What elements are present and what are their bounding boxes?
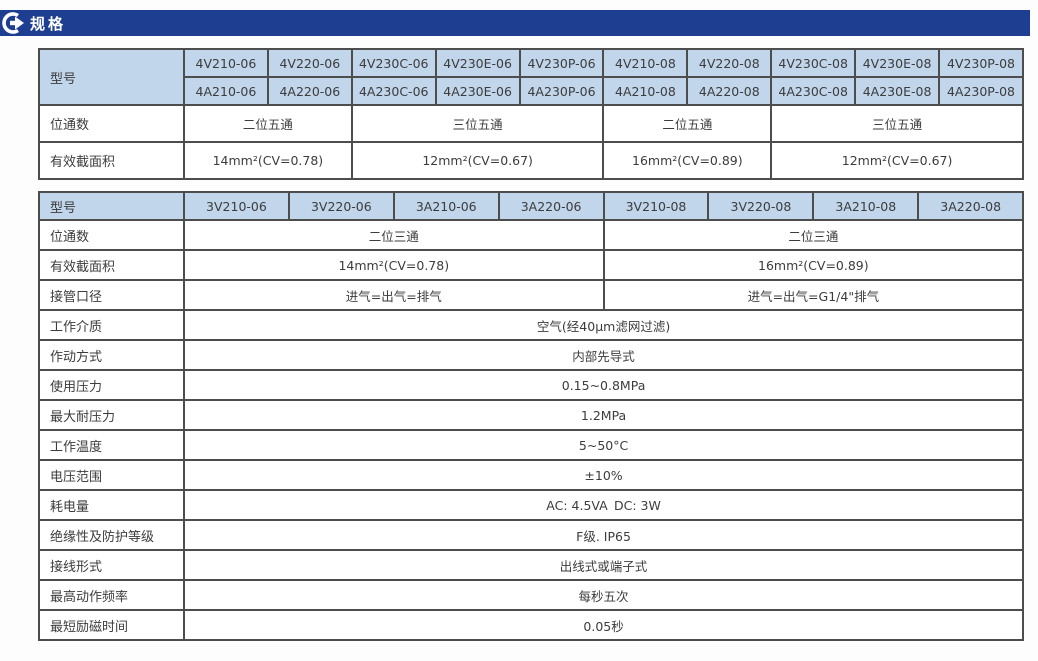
spec-value: 每秒五次 [182, 579, 1025, 611]
spec-value: 二位五通 [602, 104, 773, 143]
circle-arrow-icon [2, 12, 24, 34]
spec-value: 进气=出气=排气 [183, 279, 605, 311]
spec-value: 进气=出气=G1/4"排气 [602, 279, 1025, 311]
table-row: 接线形式 出线式或端子式 [38, 549, 1025, 581]
table-row: 型号 4V210-06 4V220-06 4V230C-06 4V230E-06… [38, 48, 1024, 106]
model-cell: 3V210-06 [183, 191, 290, 221]
model-cell: 4A230P-06 [518, 76, 605, 106]
spec-value: 1.2MPa [182, 399, 1025, 431]
spec-value: 5~50°C [182, 429, 1025, 461]
model-cell: 4A210-08 [602, 76, 689, 106]
row-label-model: 型号 [38, 191, 185, 221]
spec-value: 二位三通 [602, 219, 1025, 251]
spec-value: 14mm²(CV=0.78) [183, 141, 353, 180]
spec-value: 二位三通 [183, 219, 605, 251]
spec-value: 三位五通 [350, 104, 605, 143]
spec-label: 接线形式 [38, 549, 185, 581]
table-row: 接管口径 进气=出气=排气 进气=出气=G1/4"排气 [38, 279, 1025, 311]
spec-value: 16mm²(CV=0.89) [602, 249, 1025, 281]
spec-value: 12mm²(CV=0.67) [350, 141, 605, 180]
spec-value: F级. IP65 [182, 519, 1025, 551]
row-label-model: 型号 [38, 48, 185, 106]
model-cell: 4A220-06 [266, 76, 353, 106]
table-row: 工作介质 空气(经40μm滤网过滤) [38, 309, 1025, 341]
spec-label: 使用压力 [38, 369, 185, 401]
table-row: 位通数 二位三通 二位三通 [38, 219, 1025, 251]
table-row: 绝缘性及防护等级 F级. IP65 [38, 519, 1025, 551]
table-row: 有效截面积 14mm²(CV=0.78) 12mm²(CV=0.67) 16mm… [38, 141, 1024, 180]
spec-value: AC: 4.5VA DC: 3W [182, 489, 1025, 521]
table-gap [38, 180, 1022, 191]
spec-label: 耗电量 [38, 489, 185, 521]
model-cell: 3V220-06 [287, 191, 395, 221]
spec-value: 空气(经40μm滤网过滤) [182, 309, 1025, 341]
model-cell: 4V230E-08 [854, 48, 941, 78]
spec-value: 14mm²(CV=0.78) [183, 249, 605, 281]
row-label-area: 有效截面积 [38, 141, 185, 180]
model-cell: 4A230C-06 [350, 76, 437, 106]
model-cell: 3A210-08 [812, 191, 920, 221]
spec-value: 三位五通 [770, 104, 1024, 143]
spec-label: 最大耐压力 [38, 399, 185, 431]
spec-table-4v: 型号 4V210-06 4V220-06 4V230C-06 4V230E-06… [38, 48, 1024, 180]
spec-table-3v: 型号 3V210-06 3V220-06 3A210-06 3A220-06 3… [38, 191, 1025, 641]
table-row: 使用压力 0.15~0.8MPa [38, 369, 1025, 401]
table-row: 型号 3V210-06 3V220-06 3A210-06 3A220-06 3… [38, 191, 1025, 221]
row-label-positions: 位通数 [38, 104, 185, 143]
table-row: 最短励磁时间 0.05秒 [38, 609, 1025, 641]
model-cell: 4V230C-08 [770, 48, 857, 78]
spec-content: 型号 4V210-06 4V220-06 4V230C-06 4V230E-06… [38, 48, 1025, 641]
spec-value: 16mm²(CV=0.89) [602, 141, 773, 180]
table-row: 电压范围 ±10% [38, 459, 1025, 491]
spec-value: 出线式或端子式 [182, 549, 1025, 581]
table-row: 耗电量 AC: 4.5VA DC: 3W [38, 489, 1025, 521]
spec-label: 工作温度 [38, 429, 185, 461]
model-cell: 4V210-08 [602, 48, 689, 78]
model-cell: 4A220-08 [686, 76, 773, 106]
spec-value: 12mm²(CV=0.67) [770, 141, 1024, 180]
model-cell: 4V230E-06 [434, 48, 521, 78]
spec-label: 电压范围 [38, 459, 185, 491]
model-cell: 4A210-06 [183, 76, 269, 106]
table-row: 有效截面积 14mm²(CV=0.78) 16mm²(CV=0.89) [38, 249, 1025, 281]
table-row: 工作温度 5~50°C [38, 429, 1025, 461]
model-cell: 4V230P-08 [938, 48, 1024, 78]
model-cell: 3A210-06 [392, 191, 500, 221]
spec-value: 0.15~0.8MPa [182, 369, 1025, 401]
model-cell: 3V220-08 [707, 191, 815, 221]
model-cell: 4A230E-08 [854, 76, 941, 106]
spec-label: 工作介质 [38, 309, 185, 341]
table-row: 最大耐压力 1.2MPa [38, 399, 1025, 431]
model-cell: 4V220-08 [686, 48, 773, 78]
table-row: 位通数 二位五通 三位五通 二位五通 三位五通 [38, 104, 1024, 143]
model-cell: 4A230E-06 [434, 76, 521, 106]
model-cell: 4V230C-06 [350, 48, 437, 78]
model-cell: 4V210-06 [183, 48, 269, 78]
table-row: 最高动作频率 每秒五次 [38, 579, 1025, 611]
spec-label: 有效截面积 [38, 249, 185, 281]
model-cell: 3V210-08 [602, 191, 710, 221]
spec-label: 最短励磁时间 [38, 609, 185, 641]
spec-value: 二位五通 [183, 104, 353, 143]
spec-label: 作动方式 [38, 339, 185, 371]
spec-value: ±10% [182, 459, 1025, 491]
model-cell: 3A220-06 [497, 191, 605, 221]
table-row: 4A210-06 4A220-06 4A230C-06 4A230E-06 4A… [39, 76, 1024, 106]
section-title: 规格 [30, 14, 67, 33]
model-cell: 3A220-08 [917, 191, 1025, 221]
spec-label: 接管口径 [38, 279, 185, 311]
model-cell: 4A230P-08 [938, 76, 1024, 106]
section-title-bar: 规格 [0, 10, 1030, 36]
spec-label: 绝缘性及防护等级 [38, 519, 185, 551]
model-cell: 4A230C-08 [770, 76, 857, 106]
table-row: 作动方式 内部先导式 [38, 339, 1025, 371]
spec-value: 内部先导式 [182, 339, 1025, 371]
spec-label: 位通数 [38, 219, 185, 251]
model-cell: 4V220-06 [266, 48, 353, 78]
spec-value: 0.05秒 [182, 609, 1025, 641]
model-cell: 4V230P-06 [518, 48, 605, 78]
spec-label: 最高动作频率 [38, 579, 185, 611]
